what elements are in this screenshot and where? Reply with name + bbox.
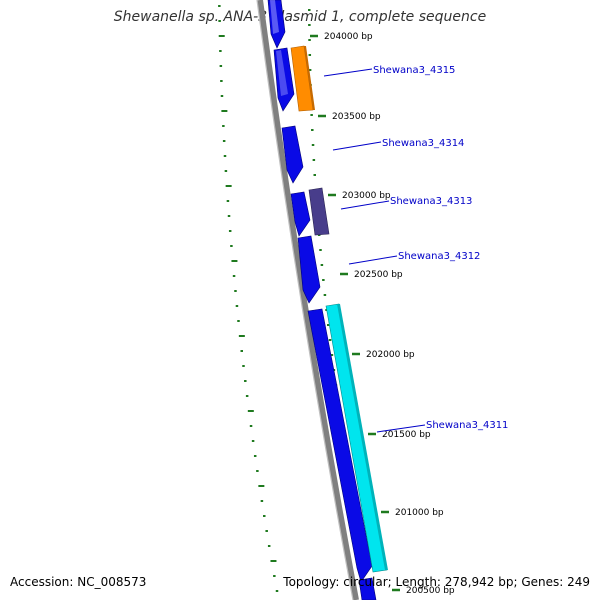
gene-feature[interactable] xyxy=(307,308,373,583)
backbone-ring-highlight xyxy=(256,0,354,600)
sequence-summary: Topology: circular; Length: 278,942 bp; … xyxy=(283,575,590,589)
scale-tick-label: 203000 bp xyxy=(342,191,391,201)
gene-feature[interactable] xyxy=(297,235,321,304)
gene-label[interactable]: Shewana3_4315 xyxy=(373,65,455,76)
gene-sheen xyxy=(276,50,288,96)
gene-label[interactable]: Shewana3_4311 xyxy=(426,420,508,431)
gene-sheen xyxy=(270,0,279,34)
gene-label[interactable]: Shewana3_4312 xyxy=(398,251,480,262)
scale-tick-label: 201000 bp xyxy=(395,508,444,518)
gene-labels: Shewana3_4315 Shewana3_4314 Shewana3_4313 S… xyxy=(323,65,508,433)
backbone-ring xyxy=(257,0,359,600)
forward-genes xyxy=(267,0,377,600)
scale-tick-label: 202500 bp xyxy=(354,270,403,280)
gene-shade xyxy=(304,46,315,110)
map-title: Shewanella sp. ANA-3 plasmid 1, complete… xyxy=(113,9,487,25)
gene-label-leader xyxy=(376,424,426,433)
gene-feature[interactable] xyxy=(290,191,311,237)
gene-feature[interactable] xyxy=(273,47,295,112)
gene-feature[interactable] xyxy=(281,125,304,184)
gene-shade xyxy=(337,304,388,570)
scale-tick-label: 204000 bp xyxy=(324,32,373,42)
accession-text: Accession: NC_008573 xyxy=(10,575,147,589)
scale-tick-label: 201500 bp xyxy=(382,430,431,440)
gene-feature[interactable] xyxy=(358,577,377,600)
reverse-genes xyxy=(290,45,388,573)
gene-label[interactable]: Shewana3_4313 xyxy=(390,196,472,207)
gene-label-leader xyxy=(348,255,398,265)
outer-dotted-guide xyxy=(218,5,279,592)
gene-label-leader xyxy=(323,68,373,77)
gene-feature[interactable] xyxy=(308,187,330,236)
gene-label-leader xyxy=(332,141,382,151)
scale-ticks: 204000 bp 203500 bp 203000 bp 202500 bp 2020… xyxy=(310,32,455,596)
gene-label-leader xyxy=(340,200,390,210)
scale-tick-label: 202000 bp xyxy=(366,350,415,360)
scale-tick-label: 200500 bp xyxy=(406,586,455,596)
scale-tick-label: 203500 bp xyxy=(332,112,381,122)
gene-label[interactable]: Shewana3_4314 xyxy=(382,138,464,149)
